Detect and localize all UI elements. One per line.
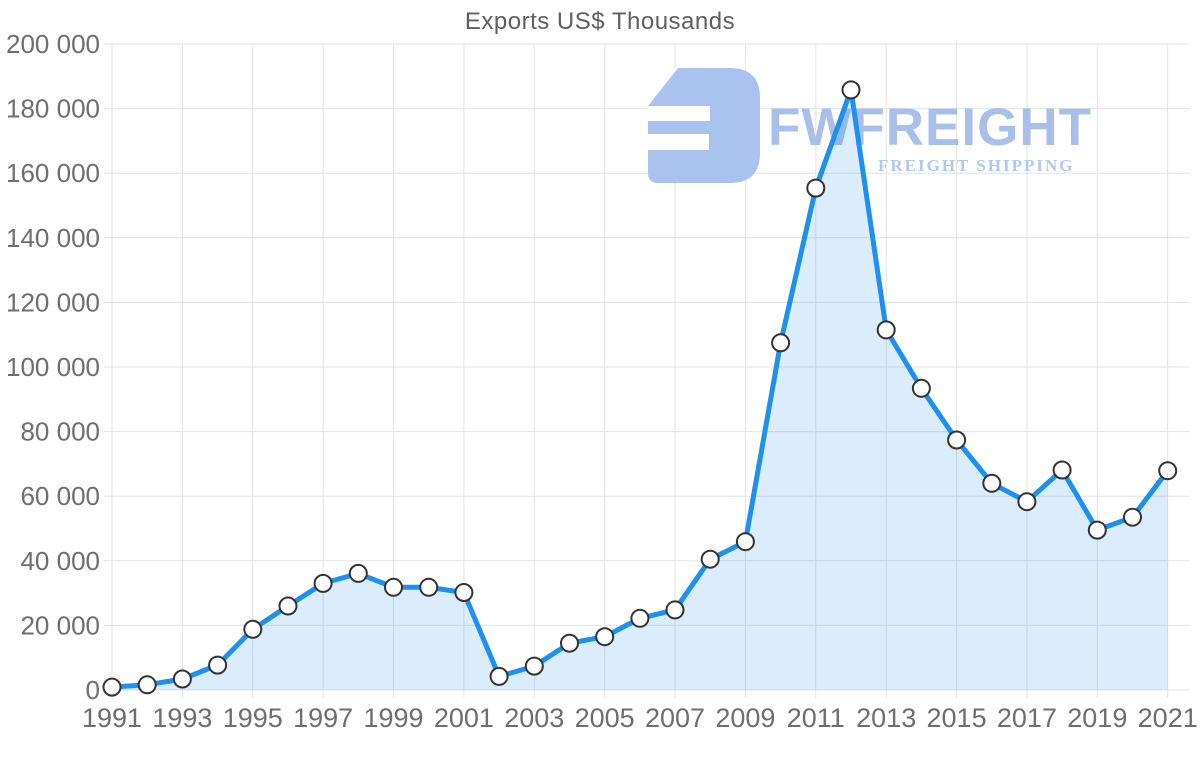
x-tick-label: 1993 bbox=[152, 703, 212, 733]
x-tick-label: 2019 bbox=[1067, 703, 1127, 733]
data-point-2014[interactable] bbox=[911, 378, 931, 398]
data-point-2002[interactable] bbox=[489, 666, 509, 686]
x-tick-label: 2007 bbox=[645, 703, 705, 733]
x-tick-label: 2009 bbox=[715, 703, 775, 733]
x-tick-label: 2011 bbox=[787, 703, 845, 733]
data-point-2016[interactable] bbox=[982, 473, 1002, 493]
watermark-tagline-text: FREIGHT SHIPPING bbox=[878, 156, 1075, 175]
chart-title: Exports US$ Thousands bbox=[464, 8, 736, 35]
data-point-1995[interactable] bbox=[243, 619, 263, 639]
y-tick-label: 0 bbox=[86, 675, 100, 705]
y-tick-label: 80 000 bbox=[20, 417, 100, 447]
area-fill bbox=[112, 89, 1168, 690]
x-tick-label: 1999 bbox=[363, 703, 423, 733]
y-tick-label: 40 000 bbox=[20, 546, 100, 576]
data-point-1997[interactable] bbox=[313, 573, 333, 593]
data-point-2004[interactable] bbox=[560, 633, 579, 653]
data-point-2009[interactable] bbox=[735, 532, 755, 552]
x-tick-label: 2021 bbox=[1138, 703, 1198, 733]
data-point-2007[interactable] bbox=[665, 600, 685, 620]
x-tick-label: 1997 bbox=[293, 703, 353, 733]
y-tick-label: 60 000 bbox=[20, 481, 100, 511]
x-tick-label: 2001 bbox=[434, 703, 494, 733]
y-tick-label: 180 000 bbox=[6, 94, 100, 124]
data-point-2001[interactable] bbox=[454, 583, 474, 602]
y-tick-label: 100 000 bbox=[6, 352, 100, 382]
data-point-2015[interactable] bbox=[947, 430, 967, 450]
data-point-2021[interactable] bbox=[1158, 461, 1178, 481]
data-point-2020[interactable] bbox=[1123, 507, 1142, 527]
x-tick-label: 2013 bbox=[856, 703, 916, 733]
y-tick-label: 160 000 bbox=[6, 158, 100, 188]
x-tick-label: 1991 bbox=[82, 703, 142, 733]
data-point-2018[interactable] bbox=[1052, 460, 1072, 480]
data-point-2017[interactable] bbox=[1017, 492, 1037, 512]
data-point-1992[interactable] bbox=[137, 675, 157, 695]
watermark-brand-text: FWFREIGHT bbox=[768, 98, 1092, 157]
x-tick-label: 2017 bbox=[997, 703, 1057, 733]
data-point-1998[interactable] bbox=[348, 563, 368, 583]
data-point-2000[interactable] bbox=[419, 577, 439, 597]
data-point-2005[interactable] bbox=[595, 627, 615, 647]
data-point-2010[interactable] bbox=[771, 333, 791, 353]
data-point-1999[interactable] bbox=[384, 577, 403, 597]
data-point-2006[interactable] bbox=[630, 608, 650, 628]
data-point-2012[interactable] bbox=[841, 80, 861, 100]
data-point-2011[interactable] bbox=[806, 178, 826, 198]
data-point-1994[interactable] bbox=[208, 655, 228, 675]
fwfreight-logo-icon bbox=[648, 68, 760, 183]
data-point-2008[interactable] bbox=[700, 549, 720, 569]
data-point-1993[interactable] bbox=[172, 669, 192, 689]
data-point-2003[interactable] bbox=[524, 656, 544, 676]
x-tick-label: 1995 bbox=[223, 703, 283, 733]
data-point-2013[interactable] bbox=[876, 320, 896, 340]
x-tick-label: 2005 bbox=[575, 703, 635, 733]
data-point-1996[interactable] bbox=[278, 596, 298, 616]
data-point-2019[interactable] bbox=[1087, 520, 1107, 540]
y-tick-label: 140 000 bbox=[6, 223, 100, 253]
data-point-1991[interactable] bbox=[102, 677, 122, 697]
y-tick-label: 200 000 bbox=[6, 29, 100, 59]
x-tick-label: 2003 bbox=[504, 703, 564, 733]
x-tick-label: 2015 bbox=[927, 703, 987, 733]
y-tick-label: 120 000 bbox=[6, 287, 100, 317]
y-tick-label: 20 000 bbox=[20, 610, 100, 640]
